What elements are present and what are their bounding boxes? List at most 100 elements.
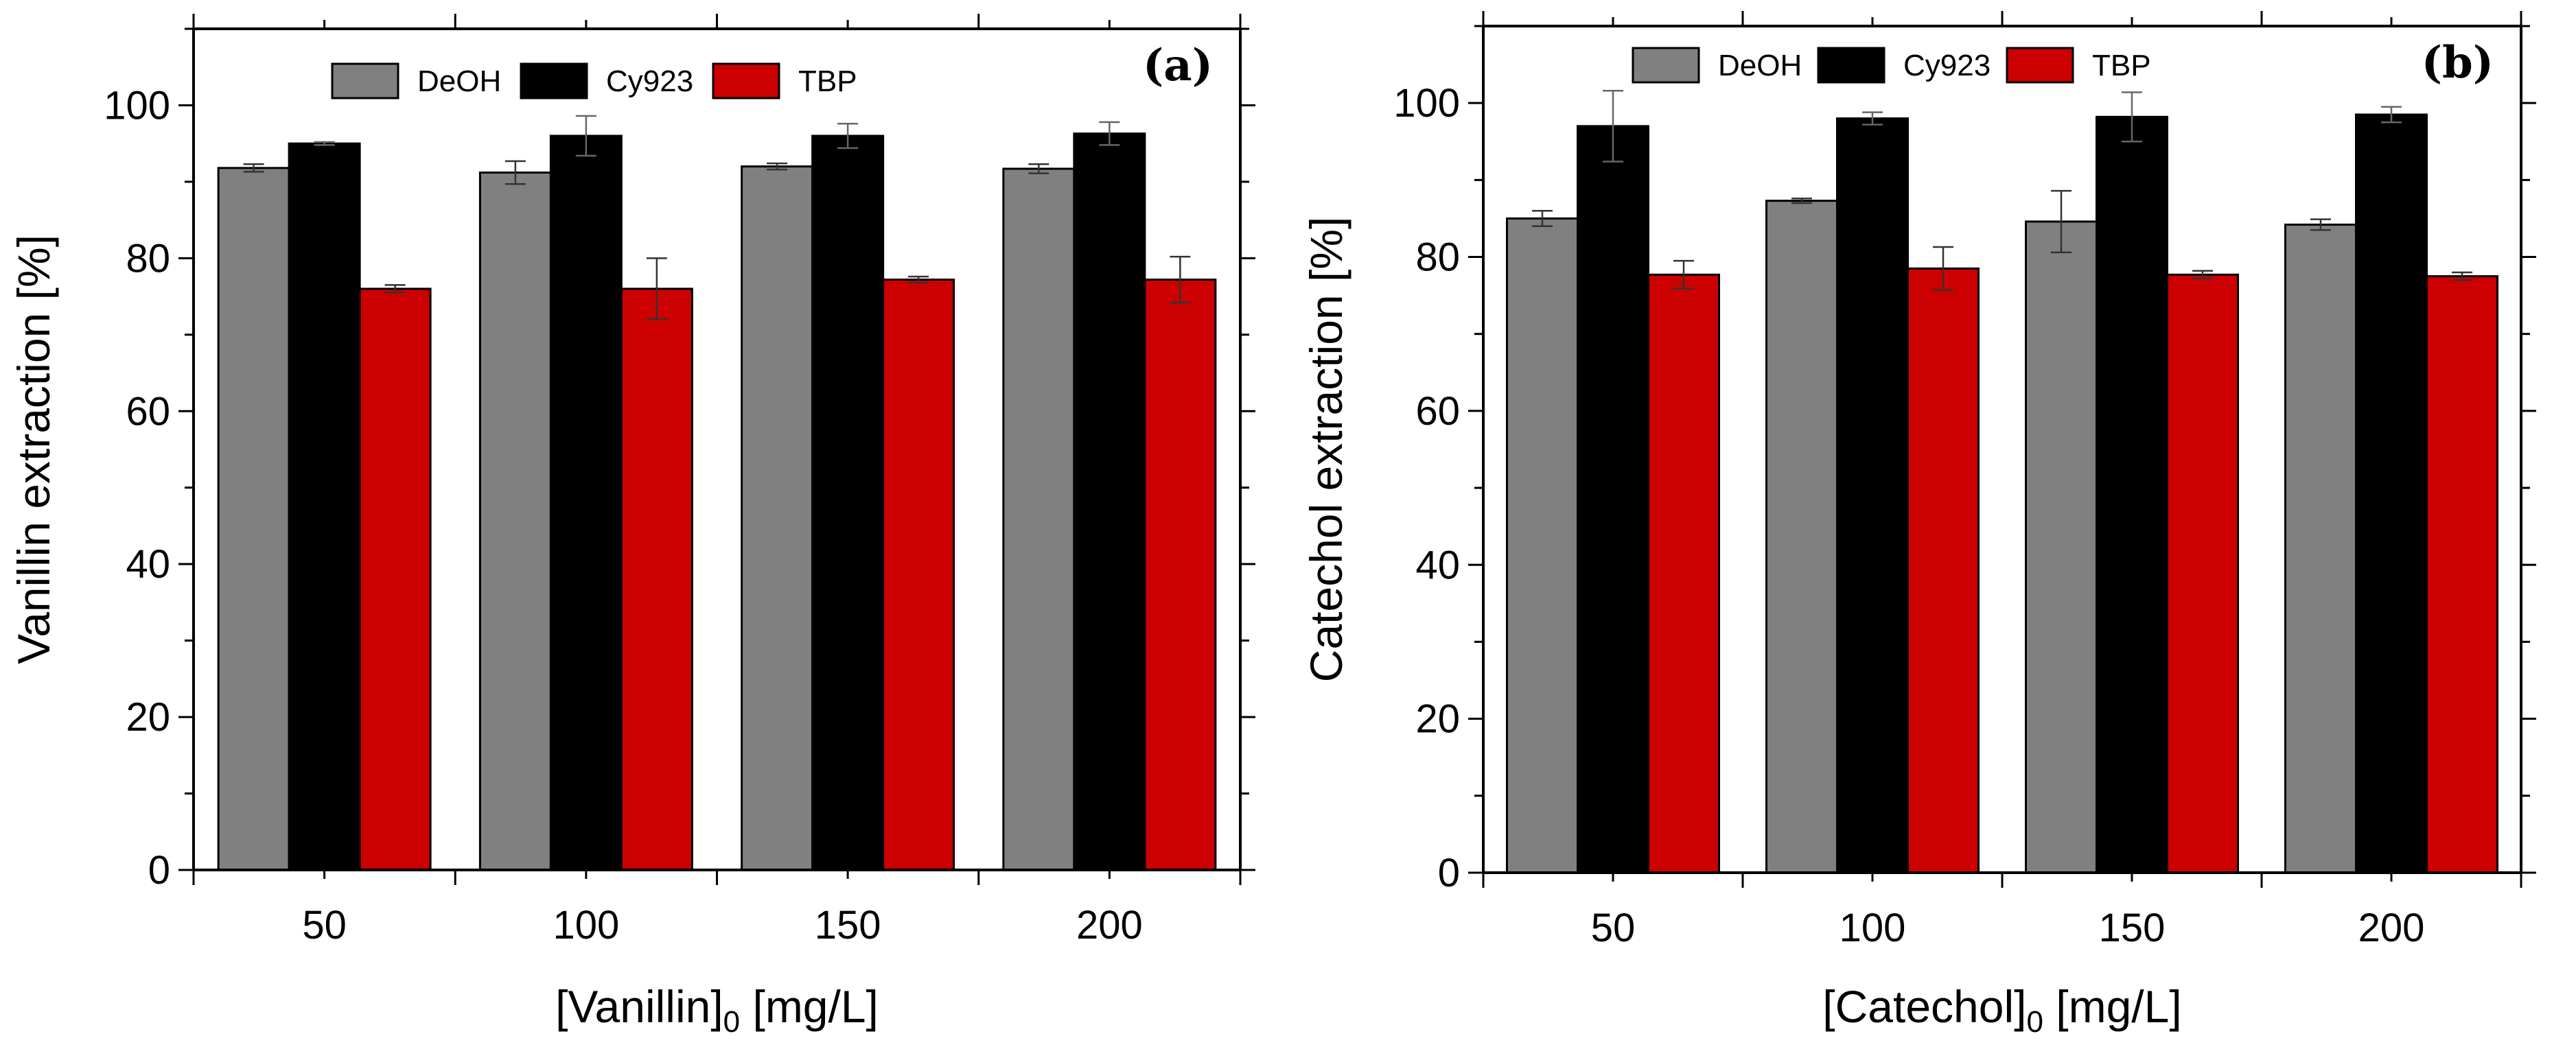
- legend: DeOH Cy923 TBP: [331, 62, 857, 99]
- legend-swatch: [1632, 47, 1700, 84]
- bar-cy923-50: [1577, 125, 1649, 874]
- y-tick-label-60: 60: [1415, 389, 1460, 434]
- x-axis-title-main: [Catechol]: [1822, 981, 2026, 1032]
- error-bar-deoh-200: [1028, 163, 1049, 174]
- y-tick-label-40: 40: [126, 542, 170, 587]
- bar-cy923-200: [2355, 113, 2428, 874]
- y-tick-label-80: 80: [1415, 235, 1460, 280]
- legend-item-cy923: Cy923: [520, 62, 693, 99]
- error-bar-tbp-150: [908, 275, 929, 284]
- x-tick-label-150: 150: [2099, 906, 2166, 950]
- panel-label: (a): [1143, 40, 1213, 91]
- x-tick-label-150: 150: [815, 903, 881, 947]
- y-tick-label-40: 40: [1415, 543, 1460, 587]
- x-tick-label-50: 50: [302, 903, 347, 947]
- x-tick-label-100: 100: [1840, 906, 1906, 950]
- error-bar-cy923-150: [837, 122, 859, 150]
- bar-deoh-50: [1506, 217, 1579, 874]
- x-tick-label-50: 50: [1591, 906, 1636, 950]
- error-bar-tbp-100: [646, 257, 667, 320]
- error-bar-tbp-50: [1673, 259, 1694, 290]
- y-tick-label-60: 60: [126, 389, 170, 434]
- x-tick-label-100: 100: [553, 903, 619, 947]
- x-tick-label-200: 200: [2358, 906, 2425, 950]
- y-axis-title: Catechol extraction [%]: [1301, 217, 1351, 683]
- legend-label: Cy923: [606, 64, 693, 98]
- x-axis-title-main: [Vanillin]: [555, 981, 723, 1032]
- y-tick-label-0: 0: [148, 848, 170, 893]
- x-axis-title-subscript: 0: [2026, 1005, 2043, 1039]
- bar-tbp-150: [2166, 273, 2239, 874]
- legend-item-deoh: DeOH: [1632, 47, 1802, 84]
- error-bar-cy923-200: [2381, 106, 2402, 123]
- bar-cy923-100: [1836, 117, 1909, 874]
- legend-swatch: [520, 62, 588, 99]
- legend-item-cy923: Cy923: [1817, 47, 1991, 84]
- error-bar-cy923-150: [2122, 91, 2142, 143]
- bar-deoh-100: [1765, 200, 1838, 874]
- error-bar-cy923-50: [314, 141, 335, 146]
- y-tick-label-0: 0: [1438, 851, 1460, 895]
- x-tick-label-200: 200: [1076, 903, 1143, 947]
- legend-label: DeOH: [1718, 49, 1802, 82]
- legend-item-tbp: TBP: [2006, 47, 2151, 84]
- bar-deoh-150: [2025, 220, 2098, 874]
- bar-deoh-100: [478, 172, 552, 871]
- y-axis-title: Vanillin extraction [%]: [8, 235, 59, 664]
- error-bar-deoh-150: [767, 162, 788, 171]
- bar-tbp-200: [2426, 275, 2498, 874]
- y-tick-label-20: 20: [126, 695, 170, 740]
- error-bar-tbp-150: [2192, 270, 2213, 280]
- x-axis-title-unit: [mg/L]: [740, 981, 879, 1032]
- bar-deoh-150: [741, 165, 814, 871]
- legend-swatch: [1817, 47, 1885, 84]
- y-tick-label-100: 100: [1393, 81, 1460, 126]
- x-axis-title: [Catechol]0 [mg/L]: [1822, 981, 2181, 1039]
- legend-label: DeOH: [417, 64, 501, 98]
- error-bar-tbp-200: [1170, 255, 1191, 304]
- error-bar-cy923-100: [1862, 111, 1883, 126]
- y-tick-label-80: 80: [126, 236, 170, 281]
- error-bar-deoh-200: [2310, 218, 2331, 231]
- bar-tbp-50: [1647, 273, 1720, 874]
- bar-tbp-150: [882, 279, 955, 871]
- legend-swatch: [712, 62, 780, 99]
- bar-deoh-200: [2284, 223, 2357, 874]
- bar-deoh-200: [1002, 167, 1076, 871]
- error-bar-tbp-50: [384, 284, 406, 294]
- bar-tbp-200: [1144, 279, 1217, 871]
- legend-item-tbp: TBP: [712, 62, 857, 99]
- bar-cy923-100: [549, 134, 623, 871]
- x-axis-title: [Vanillin]0 [mg/L]: [555, 981, 879, 1039]
- error-bar-deoh-150: [2051, 189, 2072, 254]
- error-bar-deoh-50: [243, 163, 264, 173]
- error-bar-deoh-100: [504, 160, 526, 185]
- legend-swatch: [2006, 47, 2074, 84]
- error-bar-tbp-100: [1933, 246, 1953, 292]
- x-axis-title-unit: [mg/L]: [2043, 981, 2182, 1032]
- bar-deoh-50: [217, 167, 290, 871]
- bar-cy923-150: [811, 134, 885, 871]
- legend: DeOH Cy923 TBP: [1632, 47, 2151, 84]
- error-bar-tbp-200: [2452, 271, 2472, 281]
- panel-label: (b): [2422, 37, 2494, 89]
- legend-item-deoh: DeOH: [331, 62, 501, 99]
- bar-tbp-50: [358, 287, 432, 871]
- bar-tbp-100: [1907, 267, 1980, 874]
- error-bar-deoh-100: [1791, 198, 1812, 204]
- error-bar-cy923-200: [1099, 121, 1120, 146]
- bar-tbp-100: [620, 287, 693, 871]
- bar-cy923-50: [288, 142, 361, 871]
- y-tick-label-20: 20: [1415, 697, 1460, 742]
- x-axis-title-subscript: 0: [723, 1005, 740, 1039]
- error-bar-deoh-50: [1532, 209, 1553, 227]
- legend-label: Cy923: [1903, 49, 1991, 82]
- legend-label: TBP: [2092, 49, 2151, 82]
- error-bar-cy923-100: [575, 115, 596, 157]
- legend-label: TBP: [798, 64, 857, 98]
- y-tick-label-100: 100: [104, 83, 170, 128]
- bar-cy923-200: [1073, 132, 1146, 871]
